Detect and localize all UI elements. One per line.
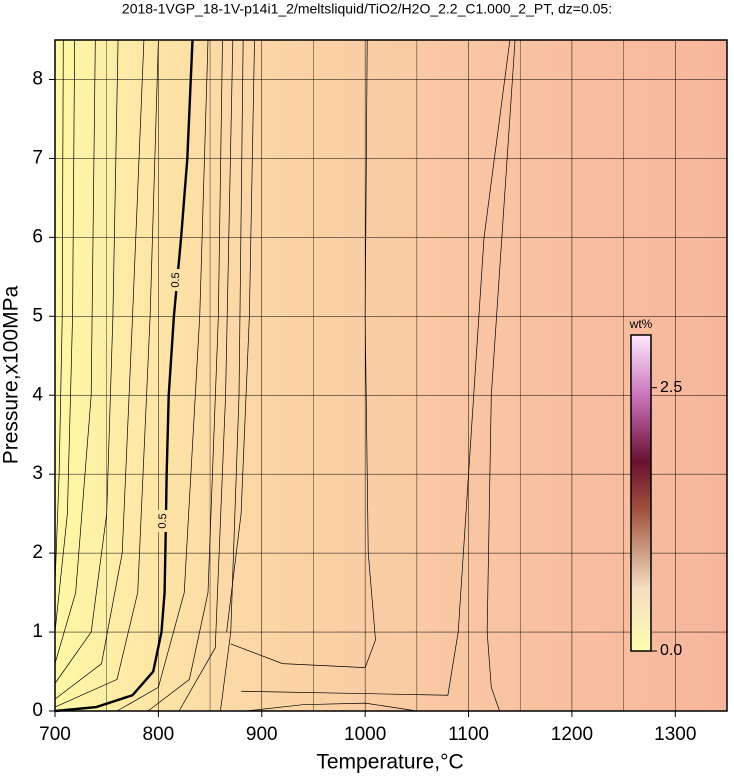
y-tick-label: 6 (32, 226, 43, 247)
contour-line (54, 39, 64, 585)
contour-line (54, 39, 75, 633)
plot-frame (54, 39, 728, 712)
contour-line (54, 39, 159, 708)
colorbar-tick-label: 0.0 (660, 642, 682, 659)
y-tick-label: 2 (32, 542, 43, 563)
x-tick-label: 900 (246, 724, 278, 745)
x-tick-label: 700 (39, 724, 71, 745)
contour-label: 0.5 (157, 513, 170, 529)
contour-line (54, 39, 96, 664)
y-tick-label: 7 (32, 147, 43, 168)
y-tick-label: 4 (32, 384, 43, 405)
colorbar-tick-label: 2.5 (660, 379, 682, 396)
contour-line (220, 39, 244, 712)
colorbar (630, 334, 652, 652)
x-tick-label: 1000 (344, 724, 386, 745)
y-tick-label: 0 (32, 700, 43, 721)
y-tick-label: 3 (32, 463, 43, 484)
contour-line (116, 39, 209, 712)
x-tick-label: 1300 (654, 724, 696, 745)
x-tick-label: 1200 (551, 724, 593, 745)
contour-line (246, 702, 417, 712)
x-tick-label: 800 (143, 724, 175, 745)
chart-title: 2018-1VGP_18-1V-p14i1_2/meltsliquid/TiO2… (122, 1, 612, 17)
contour-line (54, 39, 194, 713)
plot-background (55, 40, 727, 711)
contour-label-bg (171, 269, 181, 291)
contour-line (54, 39, 119, 684)
contour-line (230, 39, 376, 668)
y-tick-label: 8 (32, 68, 43, 89)
y-tick-label: 5 (32, 305, 43, 326)
contour-line (486, 39, 516, 712)
contour-line (54, 39, 145, 700)
x-tick-label: 1100 (448, 724, 489, 745)
contour-line (147, 39, 223, 712)
contour-line (226, 39, 255, 633)
y-tick-label: 1 (32, 621, 43, 642)
x-axis-label: Temperature,°C (316, 751, 463, 774)
contour-line (241, 39, 511, 696)
contour-line (178, 39, 234, 712)
colorbar-label: wt% (629, 317, 653, 331)
y-axis-label: Pressure,x100MPa (0, 285, 23, 464)
contour-label-bg (158, 510, 168, 532)
contour-label: 0.5 (170, 272, 183, 288)
